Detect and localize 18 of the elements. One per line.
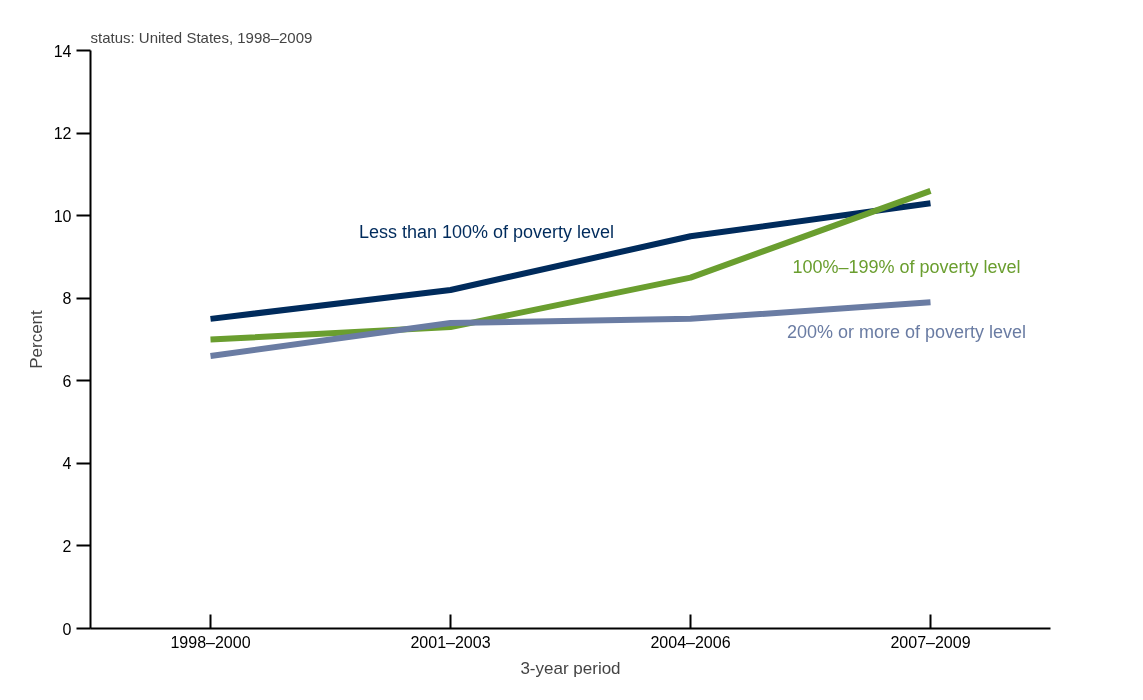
y-tick-label: 4 xyxy=(62,455,72,473)
x-tick-label: 2001–2003 xyxy=(410,633,491,651)
series-label: 100%–199% of poverty level xyxy=(792,257,1021,278)
y-tick-label: 6 xyxy=(62,372,72,390)
chart-subtitle: status: United States, 1998–2009 xyxy=(90,28,313,46)
x-axis-title: 3-year period xyxy=(520,658,621,678)
y-tick-label: 10 xyxy=(53,207,72,225)
y-axis-title: Percent xyxy=(26,309,46,369)
y-tick-label: 0 xyxy=(62,620,72,638)
y-tick-label: 12 xyxy=(53,125,72,143)
x-tick-label: 2004–2006 xyxy=(650,633,731,651)
y-tick-label: 14 xyxy=(53,42,72,60)
series-label: 200% or more of poverty level xyxy=(786,322,1027,343)
x-tick-label: 1998–2000 xyxy=(170,633,251,651)
y-tick-label: 2 xyxy=(62,537,72,555)
series-label: Less than 100% of poverty level xyxy=(358,222,615,243)
x-tick-label: 2007–2009 xyxy=(890,633,971,651)
y-tick-label: 8 xyxy=(62,290,72,308)
